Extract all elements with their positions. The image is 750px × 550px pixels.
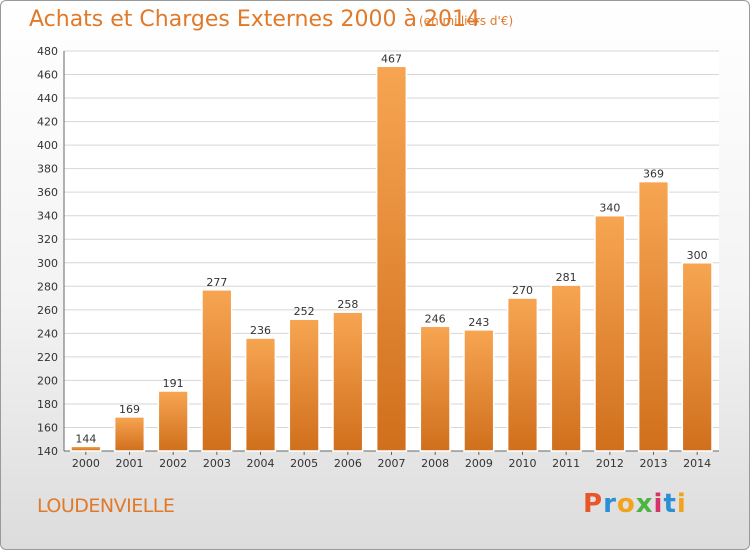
- data-label: 277: [206, 276, 227, 289]
- bar: [594, 214, 626, 452]
- data-label: 144: [75, 432, 96, 445]
- data-label: 258: [337, 298, 358, 311]
- x-tick-label: 2002: [159, 457, 187, 470]
- y-tick-label: 460: [37, 69, 58, 82]
- logo-letter: o: [616, 489, 636, 519]
- data-label: 369: [643, 168, 664, 181]
- bar: [288, 318, 320, 452]
- y-tick-label: 340: [37, 210, 58, 223]
- logo-letter: x: [635, 489, 654, 519]
- place-name: LOUDENVIELLE: [37, 495, 175, 517]
- bar: [244, 337, 277, 452]
- axes: 140 160 180 200 220 240 260 280 300 320 340 360 380 4…: [37, 45, 719, 470]
- y-tick-label: 300: [37, 257, 58, 270]
- x-tick-label: 2007: [378, 457, 406, 470]
- proxiti-logo: Proxiti: [583, 489, 687, 519]
- y-tick-label: 360: [37, 186, 58, 199]
- y-tick-label: 420: [37, 116, 58, 129]
- bar: [463, 329, 495, 452]
- bar: [113, 416, 146, 452]
- x-tick-label: 2014: [683, 457, 711, 470]
- bar: [375, 65, 408, 452]
- bar: [506, 297, 539, 452]
- y-tick-label: 260: [37, 304, 58, 317]
- x-tick-label: 2010: [509, 457, 537, 470]
- x-tick-label: 2004: [247, 457, 275, 470]
- chart-subtitle: (en milliers d'€): [419, 14, 514, 28]
- bars: [70, 65, 713, 452]
- logo-letter: r: [603, 489, 617, 519]
- y-tick-label: 440: [37, 92, 58, 105]
- x-tick-label: 2008: [421, 457, 449, 470]
- data-label: 169: [119, 403, 140, 416]
- data-label: 270: [512, 284, 533, 297]
- y-tick-label: 240: [37, 327, 58, 340]
- data-label: 340: [599, 202, 620, 215]
- x-tick-label: 2003: [203, 457, 231, 470]
- logo-letter: i: [653, 489, 664, 519]
- bar: [201, 289, 233, 452]
- y-tick-label: 180: [37, 398, 58, 411]
- bar: [681, 262, 713, 452]
- x-tick-label: 2009: [465, 457, 493, 470]
- bar: [637, 180, 670, 452]
- bar: [332, 311, 364, 452]
- x-tick-label: 2005: [290, 457, 318, 470]
- data-label: 246: [425, 312, 446, 325]
- bar: [550, 284, 582, 452]
- bar: [157, 390, 189, 452]
- y-tick-label: 220: [37, 351, 58, 364]
- y-tick-label: 280: [37, 280, 58, 293]
- y-tick-label: 400: [37, 139, 58, 152]
- y-tick-label: 320: [37, 233, 58, 246]
- logo-letter: i: [676, 489, 687, 519]
- logo-letter: t: [663, 489, 677, 519]
- data-label: 191: [163, 377, 184, 390]
- y-tick-label: 200: [37, 374, 58, 387]
- data-label: 252: [294, 305, 315, 318]
- bar: [70, 445, 102, 452]
- data-label: 243: [468, 316, 489, 329]
- x-tick-label: 2006: [334, 457, 362, 470]
- data-label: 300: [687, 249, 708, 262]
- data-label: 281: [556, 271, 577, 284]
- chart-title: Achats et Charges Externes 2000 à 2014: [29, 7, 480, 32]
- data-label: 467: [381, 52, 402, 65]
- y-tick-label: 160: [37, 421, 58, 434]
- y-tick-label: 380: [37, 163, 58, 176]
- x-tick-label: 2000: [72, 457, 100, 470]
- x-tick-label: 2013: [640, 457, 668, 470]
- x-tick-label: 2012: [596, 457, 624, 470]
- data-label: 236: [250, 324, 271, 337]
- labels: 144 169 191 277 236 252 258 467 246 243 270 281 340 3…: [75, 52, 707, 445]
- y-tick-label: 480: [37, 45, 58, 58]
- x-tick-label: 2001: [116, 457, 144, 470]
- y-tick-label: 140: [37, 445, 58, 458]
- x-tick-label: 2011: [552, 457, 580, 470]
- logo-letter: P: [583, 489, 604, 519]
- bar: [419, 325, 451, 452]
